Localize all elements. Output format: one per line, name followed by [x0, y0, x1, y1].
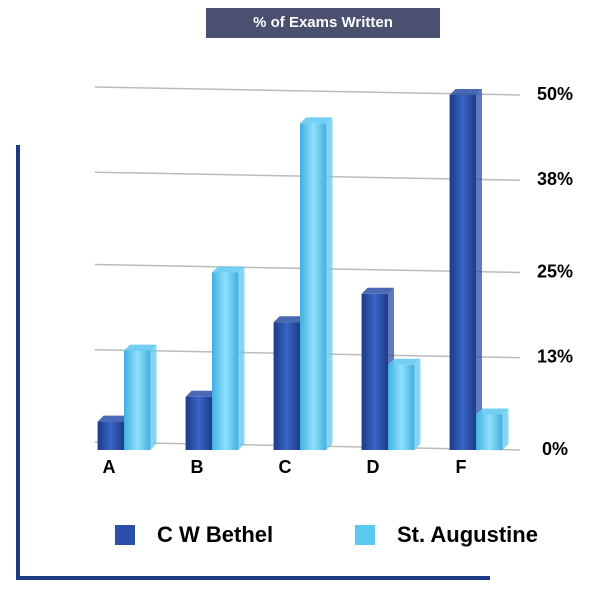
legend-swatch — [355, 525, 375, 545]
x-tick-label: C — [279, 457, 292, 477]
x-tick-label: B — [191, 457, 204, 477]
bar — [124, 350, 151, 450]
bar-top — [97, 415, 130, 422]
x-tick-label: A — [103, 457, 116, 477]
bar-side — [476, 89, 482, 450]
bar — [273, 322, 300, 450]
y-tick-label: 38% — [537, 169, 573, 189]
bar-side — [326, 117, 333, 451]
title-box — [206, 8, 440, 38]
bar — [388, 364, 415, 450]
chart-title: % of Exams Written — [253, 14, 393, 31]
bar — [476, 414, 503, 450]
y-tick-label: 0% — [542, 439, 568, 459]
legend-label: St. Augustine — [397, 522, 538, 547]
bar-top — [361, 287, 394, 294]
bar-top — [273, 316, 306, 323]
bar-side — [414, 358, 421, 450]
legend-swatch — [115, 525, 135, 545]
y-tick-label: 13% — [537, 346, 573, 366]
grid-line — [94, 86, 521, 96]
x-tick-label: F — [456, 457, 467, 477]
bar-top — [388, 358, 421, 365]
bar-top — [185, 390, 218, 397]
bar — [300, 123, 327, 451]
bar-top — [476, 408, 509, 415]
bar — [212, 272, 239, 450]
bar-top — [300, 117, 333, 124]
bar-side — [150, 344, 157, 450]
bar — [361, 293, 388, 450]
bar-side — [502, 408, 509, 450]
bar — [185, 396, 212, 450]
bar — [449, 95, 476, 450]
bar-side — [238, 266, 245, 450]
y-tick-label: 25% — [537, 261, 573, 281]
x-tick-label: D — [367, 457, 380, 477]
bar-top — [449, 89, 482, 95]
legend-label: C W Bethel — [157, 522, 273, 547]
bar — [97, 421, 124, 450]
bar-top — [212, 266, 245, 273]
bar-top — [124, 344, 157, 351]
y-tick-label: 50% — [537, 84, 573, 104]
